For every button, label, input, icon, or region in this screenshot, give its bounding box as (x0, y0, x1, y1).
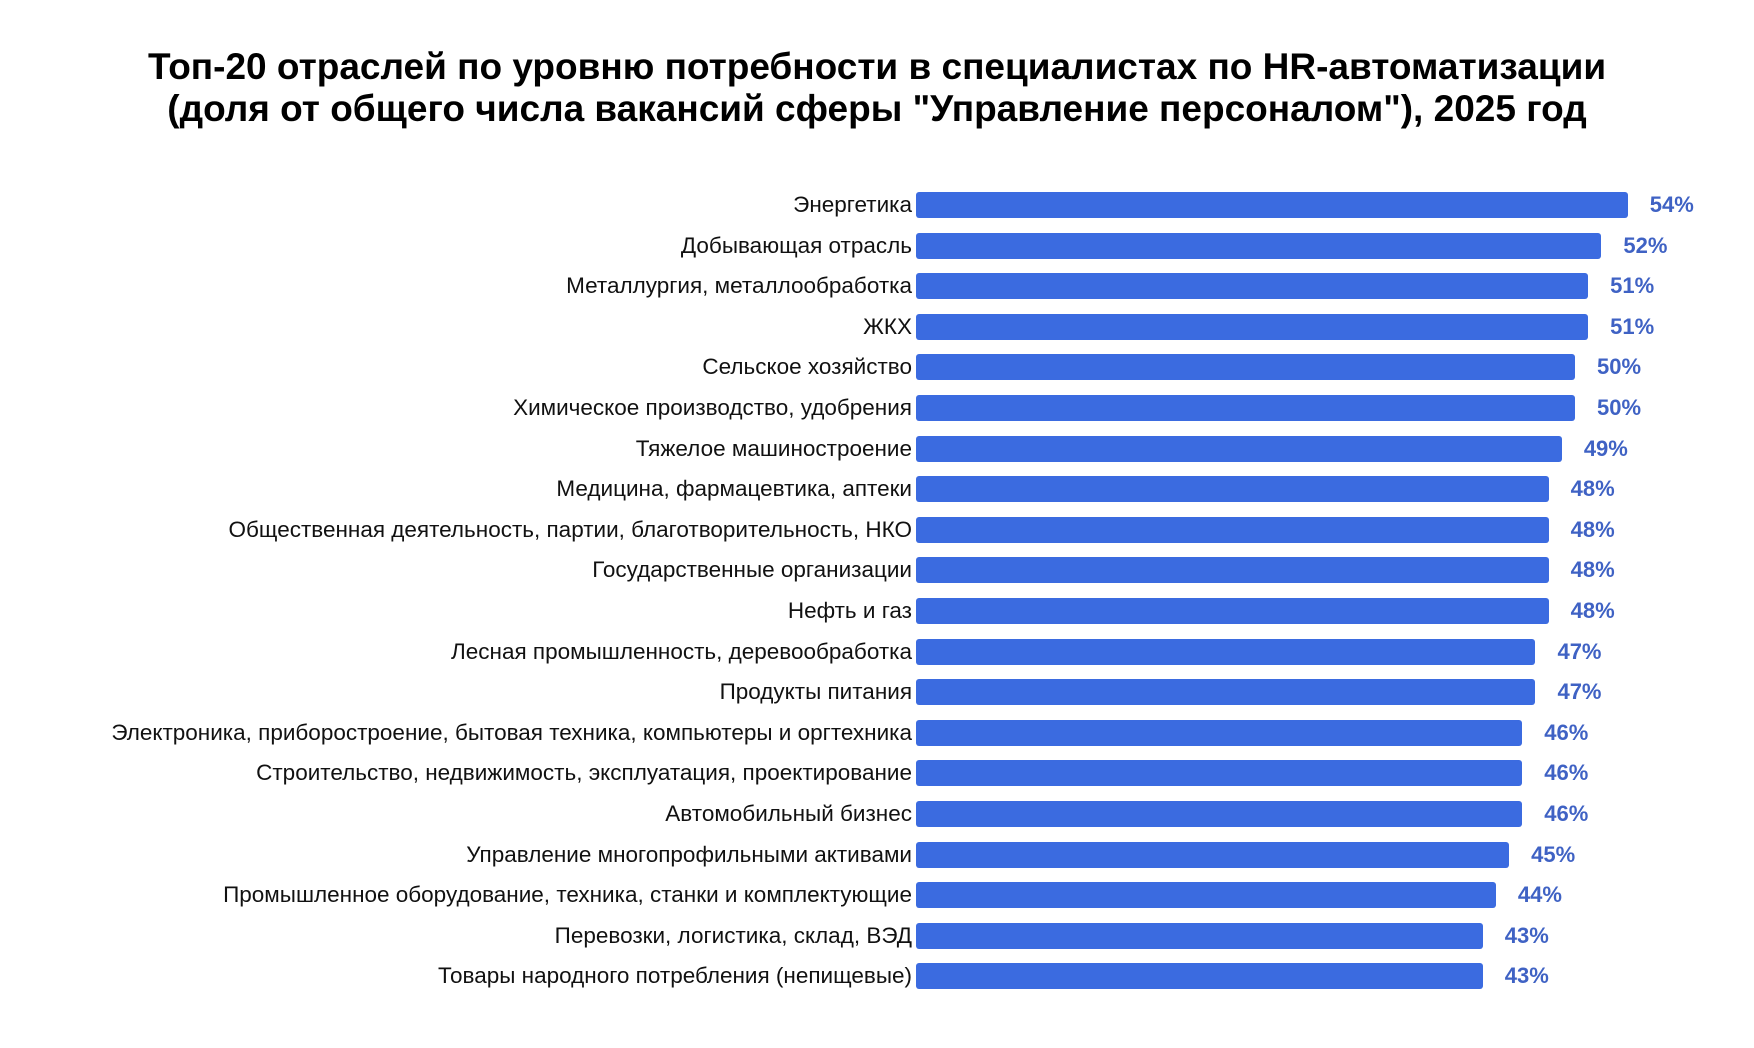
category-label: Добывающая отрасль (680, 232, 912, 258)
bar (916, 476, 1549, 503)
bar-row: Промышленное оборудование, техника, стан… (0, 878, 1754, 912)
bar-row: Нефть и газ 48% (0, 594, 1754, 628)
bar-row: Товары народного потребления (непищевые)… (0, 959, 1754, 993)
bar (916, 801, 1523, 827)
category-label: Сельское хозяйство (702, 354, 912, 380)
bar (916, 922, 1483, 949)
bar (916, 638, 1536, 665)
bar-row: Государственные организации 48% (0, 553, 1754, 587)
value-label: 46% (1544, 760, 1589, 786)
value-label: 46% (1544, 801, 1589, 826)
bar-row: Автомобильный бизнес 46% (0, 797, 1754, 831)
category-label: Медицина, фармацевтика, аптеки (556, 476, 912, 502)
bar-row: Металлургия, металлообработка 51% (0, 269, 1754, 303)
value-label: 48% (1570, 598, 1615, 623)
category-label: Тяжелое машиностроение (635, 435, 912, 461)
value-label: 48% (1570, 476, 1615, 502)
category-label: ЖКХ (863, 313, 912, 339)
category-label: Электроника, приборостроение, бытовая те… (111, 719, 912, 745)
bar (916, 313, 1589, 340)
bar (916, 557, 1549, 584)
value-label: 47% (1557, 638, 1602, 664)
category-label: Государственные организации (592, 557, 912, 583)
bar (916, 192, 1628, 218)
category-label: Продукты питания (719, 679, 912, 705)
bar-row: Тяжелое машиностроение 49% (0, 432, 1754, 466)
category-label: Химическое производство, удобрения (513, 395, 912, 420)
category-label: Перевозки, логистика, склад, ВЭД (554, 922, 912, 948)
value-label: 54% (1649, 192, 1694, 217)
value-label: 48% (1570, 516, 1615, 542)
bar-row: Химическое производство, удобрения 50% (0, 391, 1754, 425)
bar (916, 963, 1483, 990)
value-label: 43% (1504, 963, 1549, 989)
bar-row: ЖКХ 51% (0, 310, 1754, 344)
bar-row: Добывающая отрасль 52% (0, 229, 1754, 263)
category-label: Энергетика (793, 192, 912, 217)
bar (916, 882, 1496, 909)
value-label: 50% (1597, 354, 1642, 380)
category-label: Управление многопрофильными активами (466, 841, 912, 867)
bar-row: Продукты питания 47% (0, 675, 1754, 709)
category-label: Промышленное оборудование, техника, стан… (223, 882, 912, 908)
bar (916, 760, 1523, 787)
bar-row: Общественная деятельность, партии, благо… (0, 513, 1754, 547)
value-label: 51% (1610, 273, 1655, 299)
bar (916, 354, 1575, 381)
value-label: 45% (1531, 841, 1576, 867)
category-label: Нефть и газ (787, 598, 912, 623)
value-label: 49% (1583, 435, 1628, 461)
bar (916, 719, 1523, 746)
bar (916, 273, 1589, 300)
bar-row: Управление многопрофильными активами 45% (0, 838, 1754, 872)
bar-row: Энергетика 54% (0, 188, 1754, 222)
value-label: 47% (1557, 679, 1602, 705)
category-label: Лесная промышленность, деревообработка (451, 638, 912, 664)
category-label: Автомобильный бизнес (665, 801, 912, 826)
bar (916, 841, 1510, 868)
bar (916, 435, 1562, 462)
value-label: 52% (1623, 232, 1668, 258)
chart-title-line-2: (доля от общего числа вакансий сферы "Уп… (167, 88, 1587, 129)
bar-row: Лесная промышленность, деревообработка 47… (0, 635, 1754, 669)
value-label: 43% (1504, 922, 1549, 948)
bar (916, 679, 1536, 706)
category-label: Металлургия, металлообработка (566, 273, 912, 299)
value-label: 48% (1570, 557, 1615, 583)
bar-row: Электроника, приборостроение, бытовая те… (0, 716, 1754, 750)
bar (916, 516, 1549, 543)
bar-row: Сельское хозяйство 50% (0, 350, 1754, 384)
category-label: Строительство, недвижимость, эксплуатаци… (256, 760, 912, 786)
chart-title-line-1: Топ-20 отраслей по уровню потребности в … (147, 46, 1607, 87)
chart-title: Топ-20 отраслей по уровню потребности в … (0, 46, 1754, 130)
bar-row: Медицина, фармацевтика, аптеки 48% (0, 472, 1754, 506)
category-label: Товары народного потребления (непищевые) (438, 963, 912, 989)
bar-row: Перевозки, логистика, склад, ВЭД 43% (0, 919, 1754, 953)
value-label: 44% (1517, 882, 1562, 908)
value-label: 51% (1610, 313, 1655, 339)
bar (916, 232, 1602, 259)
bar (916, 395, 1575, 421)
value-label: 46% (1544, 719, 1589, 745)
bar-row: Строительство, недвижимость, эксплуатаци… (0, 756, 1754, 790)
bar (916, 598, 1549, 624)
category-label: Общественная деятельность, партии, благо… (228, 516, 912, 542)
value-label: 50% (1597, 395, 1642, 420)
